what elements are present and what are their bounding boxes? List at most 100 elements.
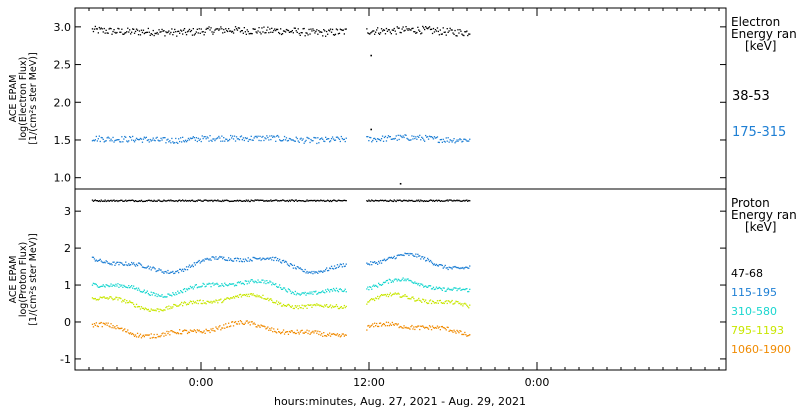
data-point (125, 136, 127, 138)
data-point (97, 32, 99, 34)
data-point (191, 330, 194, 332)
data-point (454, 29, 456, 32)
data-point (459, 267, 461, 270)
data-point (410, 326, 412, 328)
data-point (108, 137, 110, 139)
data-point (373, 326, 375, 328)
data-point (378, 33, 381, 35)
data-point (149, 138, 151, 141)
data-point (387, 200, 390, 202)
data-point (422, 325, 424, 327)
data-point (117, 139, 119, 141)
data-point (438, 199, 440, 202)
data-point (292, 267, 294, 269)
data-point (155, 137, 157, 139)
data-point (266, 257, 268, 260)
data-point (441, 302, 443, 304)
data-point (111, 264, 113, 266)
data-point (309, 304, 311, 306)
data-point (140, 138, 143, 140)
data-point (335, 304, 338, 306)
data-point (306, 136, 308, 139)
data-point (394, 137, 396, 140)
data-point (460, 200, 462, 202)
data-point (218, 257, 220, 259)
data-point (163, 137, 165, 139)
data-point (117, 327, 119, 329)
data-point (281, 288, 284, 290)
data-point (427, 28, 429, 30)
data-point (296, 200, 298, 202)
data-point (168, 293, 170, 295)
data-point (231, 31, 233, 33)
data-point (372, 285, 374, 287)
data-point (211, 256, 213, 258)
data-point (287, 333, 290, 335)
data-point (259, 199, 261, 201)
data-point (99, 296, 101, 298)
data-point (385, 140, 388, 142)
data-point (190, 199, 193, 202)
data-point (249, 324, 251, 326)
data-point (343, 290, 345, 292)
data-point (401, 136, 403, 139)
data-point (276, 28, 278, 30)
data-point (218, 29, 220, 31)
data-point (375, 199, 377, 201)
data-point (247, 280, 249, 282)
data-point (417, 135, 419, 138)
data-point (372, 30, 374, 32)
data-point (419, 299, 421, 302)
data-point (390, 138, 392, 140)
data-point (466, 30, 468, 32)
data-point (304, 35, 306, 37)
data-point (227, 140, 229, 142)
data-point (382, 294, 385, 296)
data-point (440, 326, 442, 328)
data-point (384, 325, 387, 327)
data-point (136, 332, 139, 334)
data-point (219, 200, 221, 202)
data-point (289, 290, 292, 292)
data-point (423, 286, 425, 288)
data-point (154, 200, 156, 202)
data-point (170, 294, 172, 296)
data-point (244, 137, 246, 139)
data-point (377, 138, 379, 140)
data-point (460, 30, 462, 32)
data-point (201, 200, 203, 202)
data-point (163, 30, 165, 32)
data-point (287, 29, 290, 32)
data-point (247, 322, 249, 324)
data-point (193, 302, 195, 304)
data-point (298, 199, 300, 202)
data-point (210, 328, 212, 330)
data-point (193, 34, 195, 36)
data-point (243, 27, 245, 29)
data-point (444, 327, 446, 330)
data-point (113, 141, 115, 143)
data-point (270, 298, 272, 300)
data-point (292, 332, 294, 334)
data-point (430, 28, 433, 30)
data-point (105, 200, 107, 203)
data-point (121, 327, 123, 329)
data-point (310, 272, 312, 274)
data-point (468, 334, 470, 337)
data-point (444, 31, 446, 33)
data-point (404, 134, 406, 136)
data-point (375, 138, 377, 141)
data-point (427, 27, 430, 29)
data-point (98, 200, 100, 202)
data-point (285, 200, 288, 202)
data-point (191, 199, 194, 201)
data-point (169, 308, 171, 310)
data-point (93, 28, 96, 30)
data-point (424, 28, 426, 31)
data-point (388, 278, 390, 280)
data-point (464, 331, 466, 334)
data-point (448, 199, 450, 201)
data-point (196, 261, 198, 264)
data-point (468, 199, 470, 202)
data-point (404, 252, 406, 254)
